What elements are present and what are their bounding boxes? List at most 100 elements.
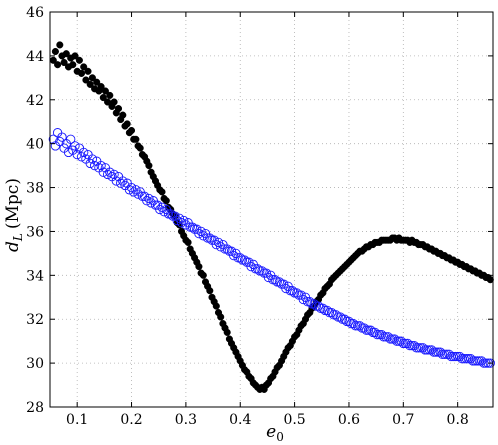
x-tick-labels: 0.1 0.2 0.3 0.4 0.5 0.6 0.7 0.8 [66,412,469,428]
filled-data-point [56,41,64,49]
open-data-point [459,354,469,364]
open-data-point [213,237,224,248]
open-data-point [163,209,174,219]
open-data-point [353,321,363,331]
filled-data-point [71,52,79,60]
filled-data-point [114,105,123,113]
open-data-point [237,255,248,265]
filled-data-point [86,80,94,88]
x-tick-label: 0.8 [447,412,469,428]
open-data-point [98,167,108,177]
open-data-point [255,266,265,276]
open-data-point [87,154,98,164]
open-data-point [433,347,443,357]
open-data-point [357,323,367,333]
open-data-point [89,160,100,171]
open-data-point [192,224,202,234]
open-data-point [437,349,448,359]
filled-data-point [88,74,96,82]
x-tick-label: 0.3 [175,412,197,428]
open-data-point [337,314,348,324]
open-data-point [298,294,308,305]
open-data-point [96,160,106,171]
open-data-point [370,327,380,338]
open-data-point [226,246,237,256]
open-data-point [429,347,439,357]
axis-ticks [50,11,493,408]
open-data-point [235,253,245,263]
open-data-point [342,316,352,327]
open-data-point [311,301,321,311]
x-tick-label: 0.2 [120,412,142,428]
x-tick-label: 0.6 [338,412,360,428]
open-data-point [381,332,391,342]
open-data-point [470,356,480,366]
open-data-point [466,354,476,364]
open-data-point [274,277,285,287]
open-data-point [111,176,121,186]
open-data-point [272,277,282,287]
open-data-point [389,334,400,344]
filled-data-point [127,126,136,135]
filled-data-point [158,188,166,196]
open-data-point [366,325,376,335]
open-data-point [385,334,395,344]
open-data-point [152,200,163,210]
open-data-point [463,354,474,364]
open-data-point [57,132,67,142]
open-data-point [166,209,176,219]
open-data-point [424,345,435,355]
open-data-point [309,299,319,309]
open-data-point [194,228,204,239]
open-data-point [479,358,489,368]
open-data-point [320,305,330,316]
open-data-point [174,213,185,223]
open-data-point [376,329,387,340]
open-data-point [142,196,152,206]
open-data-point [472,356,482,366]
open-data-point [455,351,465,362]
open-data-point [348,318,358,329]
open-data-point [422,345,432,355]
open-data-point [339,314,350,324]
filled-data-point [110,98,118,106]
open-data-point [270,275,280,285]
filled-data-point [62,50,70,58]
open-data-point [407,340,417,351]
open-data-point [116,178,126,188]
open-data-point [413,343,424,353]
open-data-point [239,255,250,265]
open-data-point [222,244,232,254]
y-axis-label-var: d [3,241,23,252]
open-data-point [368,327,378,338]
filled-data-point [80,63,88,71]
filled-data-point [84,67,92,75]
open-data-point [420,345,430,355]
open-data-point [326,307,337,318]
y-tick-labels: 28 30 32 34 36 38 40 42 44 46 [26,5,44,416]
open-data-point [289,288,300,298]
open-data-point [416,343,426,353]
series-1 [49,41,494,393]
filled-data-point [101,87,109,95]
open-data-point [287,286,298,296]
open-data-point [302,297,313,307]
filled-data-point [106,91,114,99]
y-tick-label: 30 [26,356,44,372]
filled-data-point [75,56,83,64]
open-data-point [361,325,372,335]
open-data-point [359,323,369,333]
open-data-point [409,340,419,351]
open-data-point [146,198,156,208]
open-data-point [133,189,143,199]
open-data-point [155,204,165,215]
open-data-point [126,182,137,193]
open-data-point [63,147,74,158]
open-data-point [461,354,472,364]
open-data-point [379,332,389,342]
open-data-point [305,297,315,307]
open-data-point [179,215,189,226]
open-data-point [387,334,398,344]
open-data-point [331,310,341,320]
